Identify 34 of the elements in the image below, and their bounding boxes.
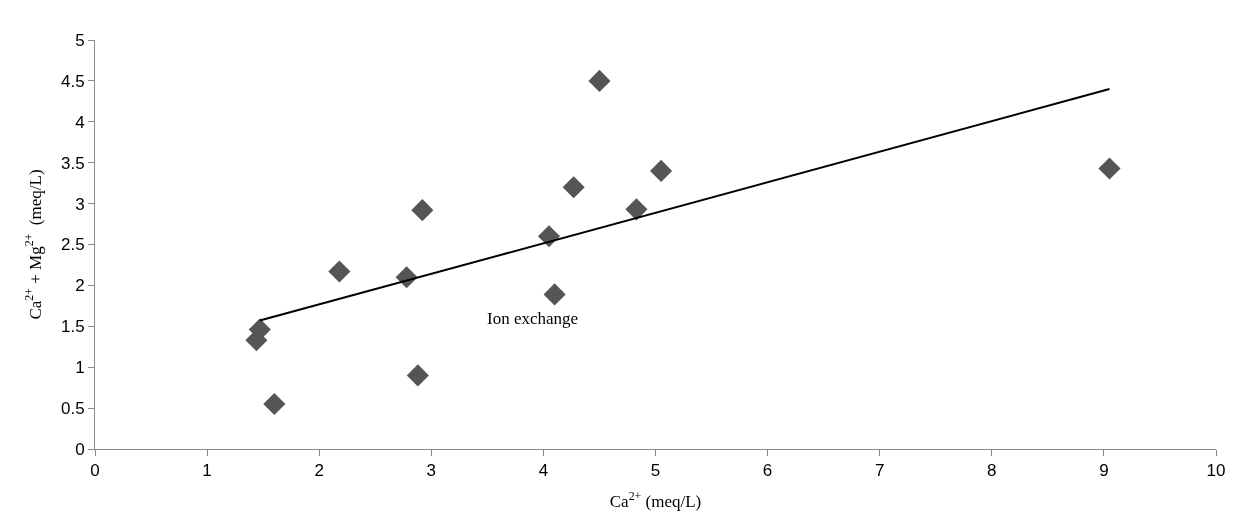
y-tick-label: 3 [75,194,85,214]
x-tick-label: 3 [426,461,437,481]
point [1098,157,1121,180]
y-tick-label: 1.5 [60,317,85,337]
x-tick-label: 4 [538,461,549,481]
point [263,392,286,416]
x-tick-label: 1 [202,461,212,481]
point [543,283,566,306]
y-tick-label: 0 [75,439,85,459]
point [562,176,585,199]
x-tick-label: 7 [874,461,885,481]
y-tick-label: 4.5 [60,71,85,91]
x-tick-label: 2 [314,461,324,481]
y-tick-label: 4 [75,112,85,132]
y-tick-label: 0.5 [60,399,85,419]
x-tick-label: 6 [762,461,773,481]
y-tick-label: 2 [75,276,85,296]
y-tick-label: 2.5 [60,235,85,255]
point [588,69,611,92]
y-tick-label: 3.5 [60,153,85,173]
x-axis-title: Ca$^{2+}$ (meq/L) [609,488,702,511]
y-tick-label: 1 [75,358,85,378]
point [650,159,673,182]
point [411,199,434,222]
point [625,198,648,221]
x-tick-label: 0 [90,461,100,481]
x-tick-label: 10 [1206,461,1226,481]
x-tick-label: 9 [1099,461,1109,481]
x-tick-label: 5 [650,461,661,481]
x-tick-label: 8 [987,461,997,481]
point [406,364,429,387]
y-tick-label: 5 [75,30,85,50]
point [328,260,351,283]
annotation: Ion exchange [487,309,579,328]
